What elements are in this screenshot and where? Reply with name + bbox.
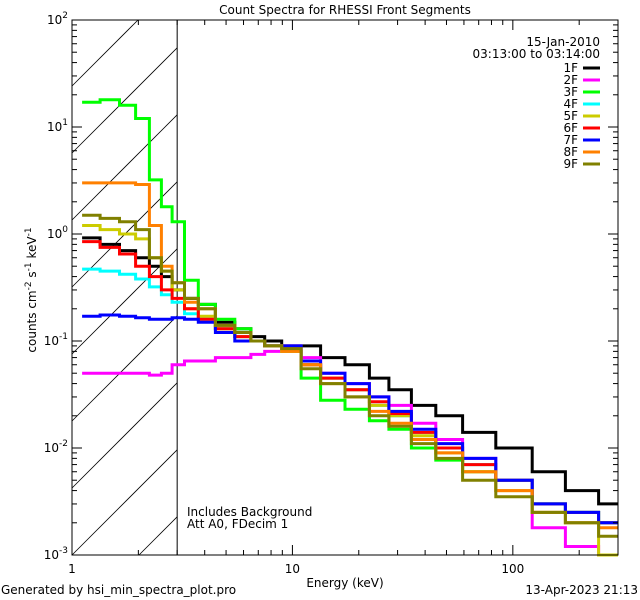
- annotation-background: Includes Background: [187, 505, 312, 519]
- footer-timestamp: 13-Apr-2023 21:13: [525, 583, 638, 597]
- series-line-1F: [82, 236, 618, 506]
- legend-label-7F: 7F: [563, 133, 578, 147]
- chart-title: Count Spectra for RHESSI Front Segments: [219, 3, 471, 17]
- legend-label-5F: 5F: [563, 109, 578, 123]
- series-line-7F: [82, 313, 618, 525]
- series-line-3F: [82, 98, 618, 525]
- legend-label-3F: 3F: [563, 85, 578, 99]
- legend-label-9F: 9F: [563, 157, 578, 171]
- hatch-line: [71, 47, 178, 154]
- y-tick-label: 101: [47, 118, 68, 134]
- x-tick-label: 1: [68, 562, 76, 576]
- hatch-line: [71, 114, 178, 221]
- hatch-line: [71, 449, 178, 556]
- y-tick-label: 10-2: [44, 439, 68, 455]
- legend-label-2F: 2F: [563, 73, 578, 87]
- series-group: [82, 98, 618, 557]
- hatch-line: [71, 19, 139, 87]
- date-label: 15-Jan-2010: [526, 35, 600, 49]
- legend-label-8F: 8F: [563, 145, 578, 159]
- plot-frame: [71, 19, 619, 556]
- annotation-attenuator: Att A0, FDecim 1: [187, 517, 288, 531]
- series-line-9F: [82, 213, 618, 538]
- y-tick-label: 100: [47, 225, 68, 241]
- x-tick-label: 100: [501, 562, 524, 576]
- axes: 1 10 100 10-3 10-2 10-1 100 101 102: [44, 11, 619, 576]
- legend-label-1F: 1F: [563, 61, 578, 75]
- footer-generated-by: Generated by hsi_min_spectra_plot.pro: [1, 583, 236, 597]
- y-axis-label: counts cm-2 s-1 keV-1: [24, 227, 39, 352]
- y-tick-label: 10-3: [44, 546, 68, 562]
- hatch-line: [71, 382, 178, 489]
- series-line-2F: [82, 344, 618, 557]
- series-line-8F: [82, 181, 618, 530]
- hatch-line: [138, 516, 178, 556]
- y-tick-label: 102: [47, 11, 68, 27]
- y-tick-label: 10-1: [44, 332, 68, 348]
- x-tick-label: 10: [285, 562, 300, 576]
- time-range-label: 03:13:00 to 03:14:00: [473, 47, 600, 61]
- legend-label-4F: 4F: [563, 97, 578, 111]
- x-axis-label: Energy (keV): [306, 576, 383, 590]
- hatch-line: [71, 315, 178, 422]
- legend-label-6F: 6F: [563, 121, 578, 135]
